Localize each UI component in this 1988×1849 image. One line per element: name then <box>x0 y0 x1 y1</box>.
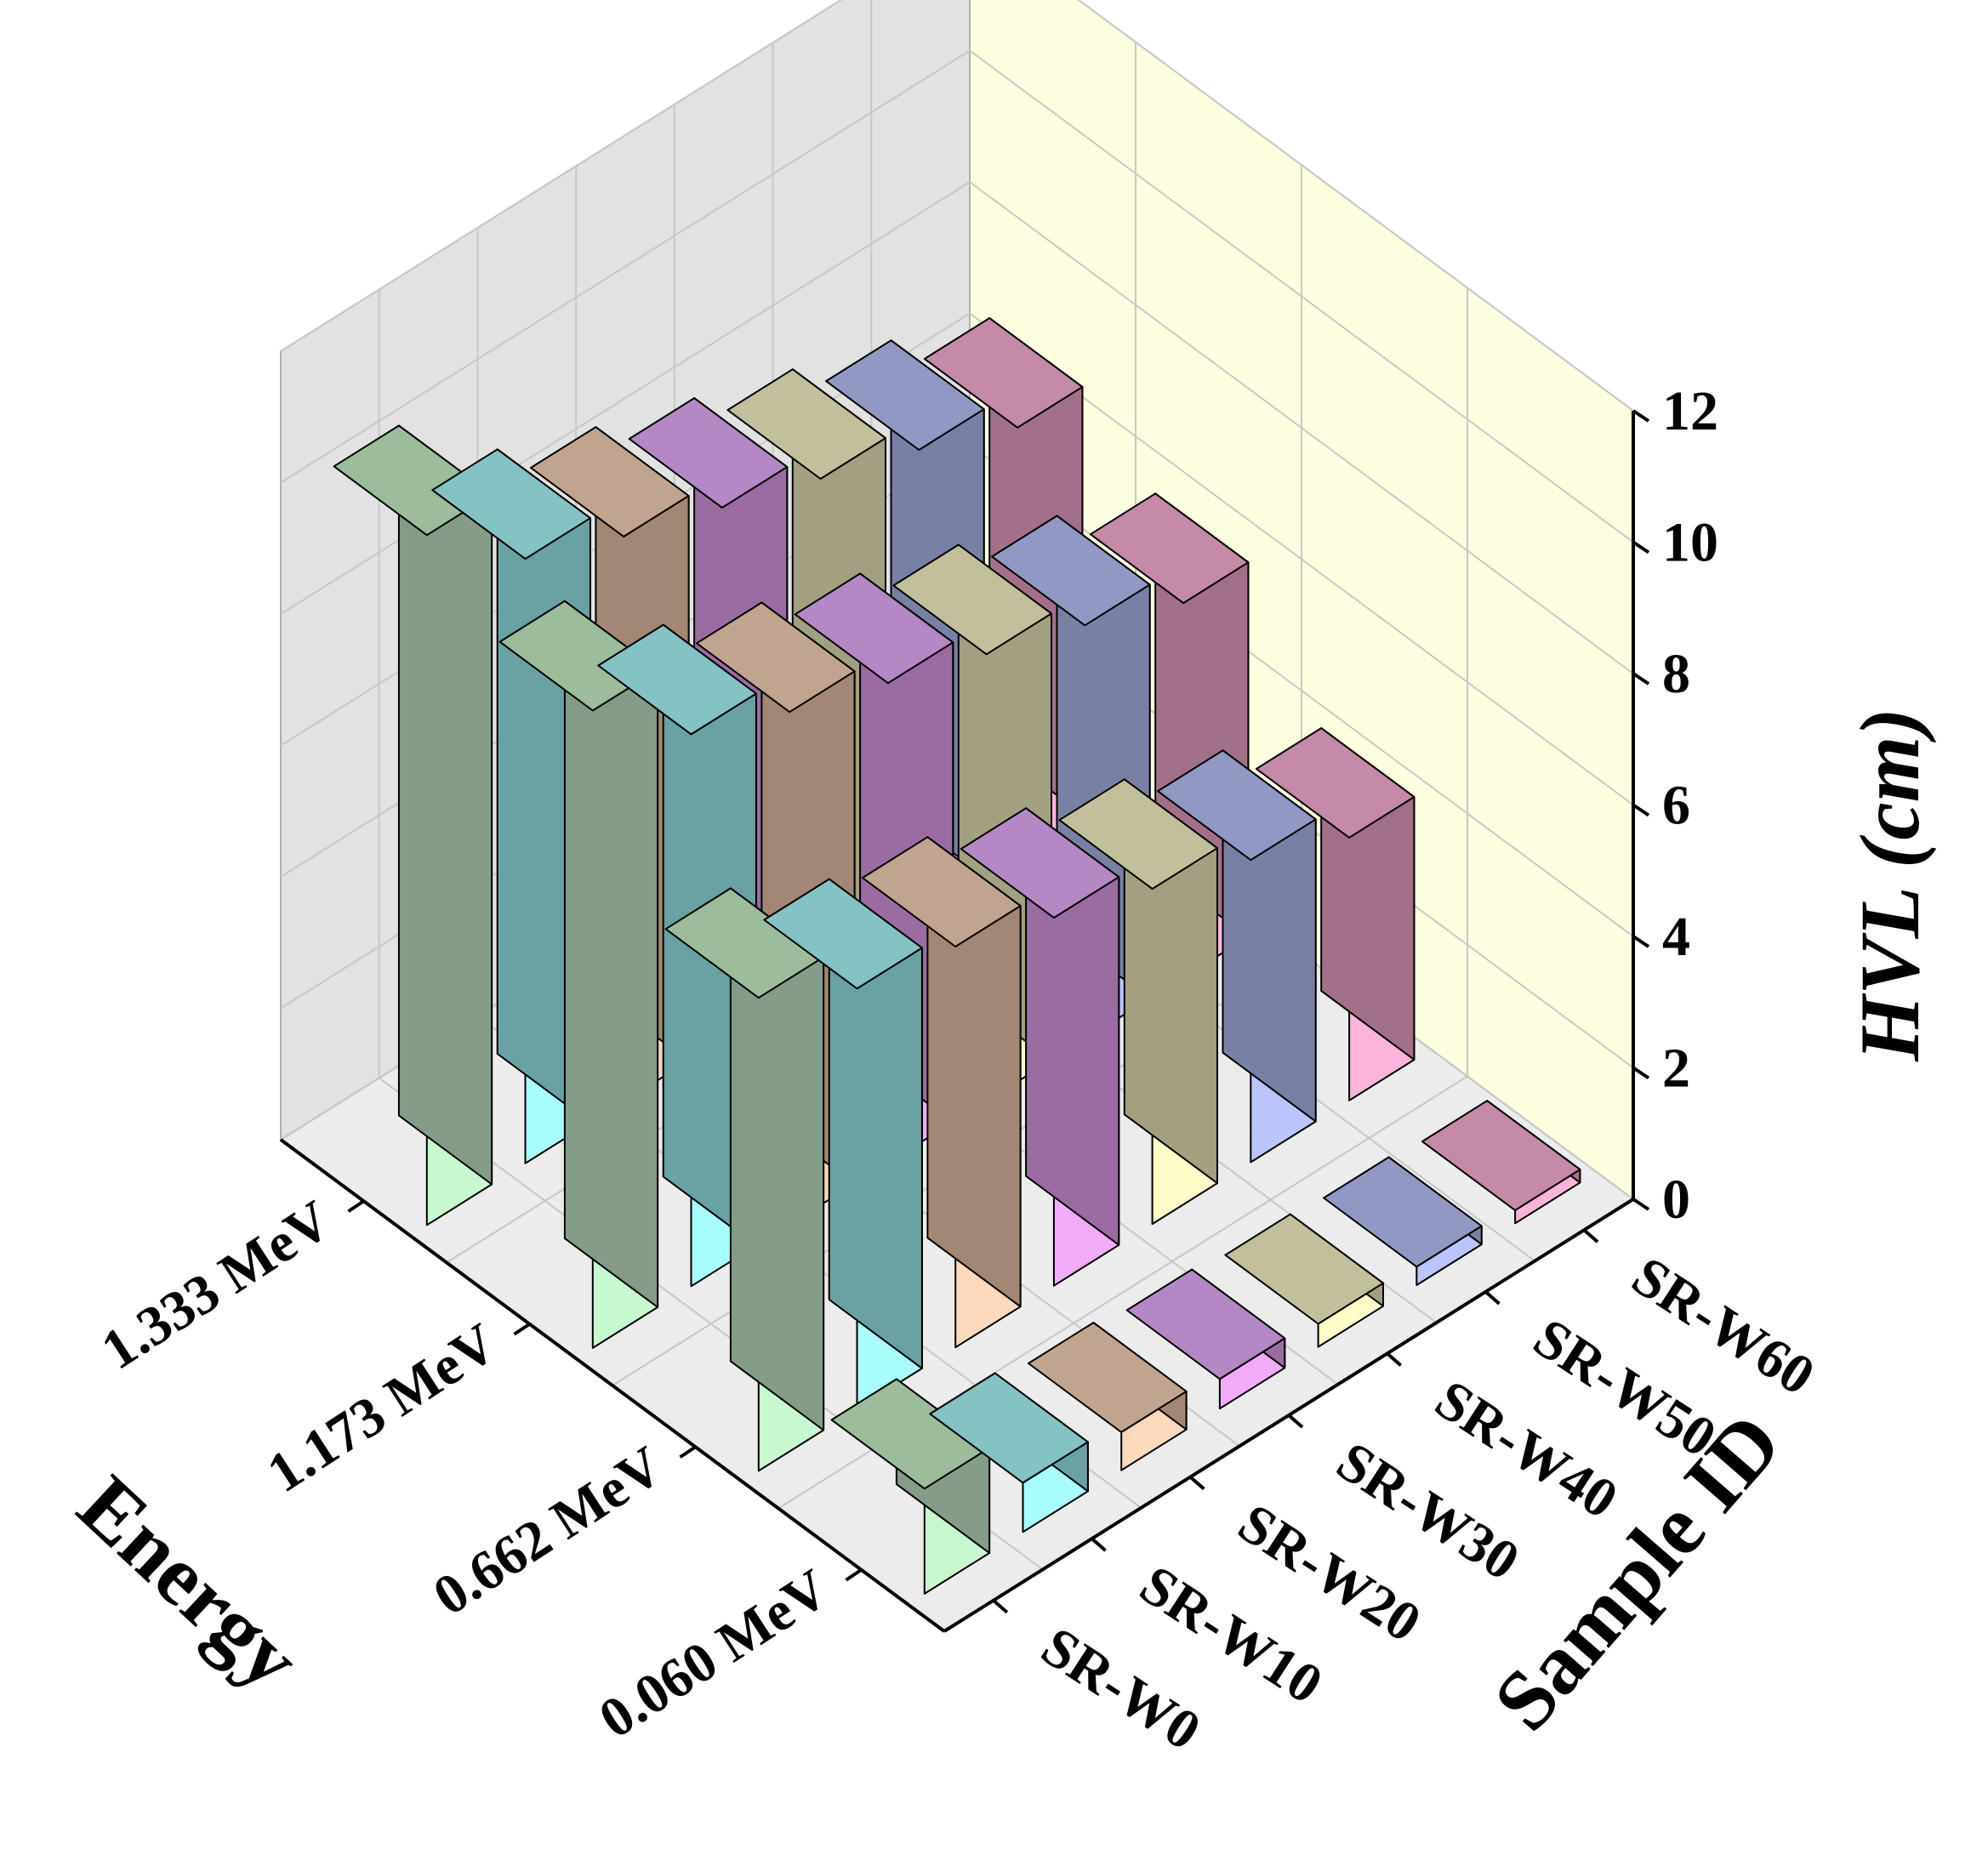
bar-top-face <box>1255 727 1416 839</box>
bar-top-face <box>696 601 856 714</box>
z-tick-label: 8 <box>1662 643 1690 705</box>
bar-top-face <box>628 397 789 509</box>
y-tick-label: 1.333 MeV <box>91 1189 342 1382</box>
bar-SR-W0-0.662MeV <box>664 887 825 1472</box>
bar-SR-W0-1.333MeV <box>333 424 493 1226</box>
bar-SR-W60-0.662MeV <box>1255 727 1416 1101</box>
y-axis-line <box>279 1138 946 1633</box>
z-gridline <box>280 0 1634 412</box>
z-tick <box>1632 672 1650 686</box>
z-tick <box>1632 540 1650 555</box>
bar-top-face <box>1421 1100 1581 1211</box>
bar-SR-W50-0.060MeV <box>1323 1156 1483 1286</box>
z-tick-label: 12 <box>1662 380 1718 442</box>
bar-top-face <box>923 317 1084 429</box>
bar-top-face <box>1089 492 1250 605</box>
x-tick <box>1386 1351 1403 1367</box>
bar-top-face <box>1157 749 1317 862</box>
x-tick <box>992 1599 1009 1614</box>
bar-top-face <box>862 836 1022 947</box>
z-tick <box>1632 935 1650 948</box>
y-axis-title: Energy <box>60 1458 318 1707</box>
x-tick <box>1484 1290 1501 1306</box>
bar-top-face <box>1028 1322 1188 1433</box>
bar-SR-W30-0.060MeV <box>1125 1268 1286 1410</box>
bar-top-face <box>431 448 591 560</box>
bar-SR-W20-0.060MeV <box>1028 1322 1188 1471</box>
bar-top-face <box>1058 778 1218 890</box>
bar-SR-W60-0.060MeV <box>1421 1100 1581 1225</box>
bar-top-face <box>1224 1213 1384 1325</box>
y-tick-label: 0.662 MeV <box>423 1435 674 1628</box>
bar-top-face <box>929 1372 1089 1484</box>
x-tick <box>1582 1228 1599 1243</box>
z-tick <box>1632 1066 1650 1080</box>
z-gridline <box>280 49 1634 543</box>
z-tick <box>1632 409 1650 423</box>
bar-top-face <box>825 339 985 451</box>
bar-top-face <box>794 572 954 685</box>
x-tick <box>1287 1414 1304 1429</box>
bar-side-face <box>563 600 659 1308</box>
bar-SR-W30-0.662MeV <box>960 807 1120 1287</box>
z-tick-label: 6 <box>1662 775 1690 837</box>
y-tick-label: 0.060 MeV <box>589 1557 840 1750</box>
y-tick-label: 1.173 MeV <box>257 1311 508 1505</box>
bar-SR-W40-0.060MeV <box>1224 1213 1384 1348</box>
bar-SR-W10-0.060MeV <box>929 1372 1089 1533</box>
bar-top-face <box>830 1378 991 1490</box>
bar-SR-W40-0.662MeV <box>1058 778 1218 1226</box>
bar-SR-W50-0.662MeV <box>1157 749 1317 1163</box>
bar-top-face <box>892 543 1052 656</box>
chart-axes <box>279 409 1650 1633</box>
z-tick-label: 10 <box>1662 512 1718 574</box>
z-tick-label: 4 <box>1662 906 1690 968</box>
bar-top-face <box>726 368 886 480</box>
bar-top-face <box>960 807 1120 919</box>
bar-SR-W0-1.173MeV <box>498 600 659 1349</box>
bar-top-face <box>530 426 690 538</box>
x-tick <box>1188 1476 1205 1491</box>
bar-top-face <box>1323 1156 1483 1268</box>
bar-top-face <box>991 515 1151 627</box>
y-tick <box>845 1568 863 1582</box>
z-axis-title: HVL (cm) <box>1843 708 1937 1062</box>
z-tick-label: 2 <box>1662 1038 1690 1100</box>
bar-SR-W10-0.662MeV <box>763 878 923 1410</box>
bar-side-face <box>397 424 493 1186</box>
bar-top-face <box>1125 1268 1286 1380</box>
y-tick <box>679 1445 697 1459</box>
z-tick <box>1632 803 1650 817</box>
y-tick <box>513 1323 531 1336</box>
z-tick <box>1632 1198 1650 1211</box>
bar-SR-W20-0.662MeV <box>862 836 1022 1349</box>
bar-top-face <box>664 887 825 999</box>
x-tick <box>1091 1537 1107 1552</box>
bar-top-face <box>597 623 757 736</box>
z-tick-label: 0 <box>1662 1169 1690 1231</box>
chart-bars <box>333 317 1581 1595</box>
y-tick <box>347 1199 365 1213</box>
bar-SR-W0-0.060MeV <box>830 1378 991 1595</box>
bar-top-face <box>763 878 923 990</box>
